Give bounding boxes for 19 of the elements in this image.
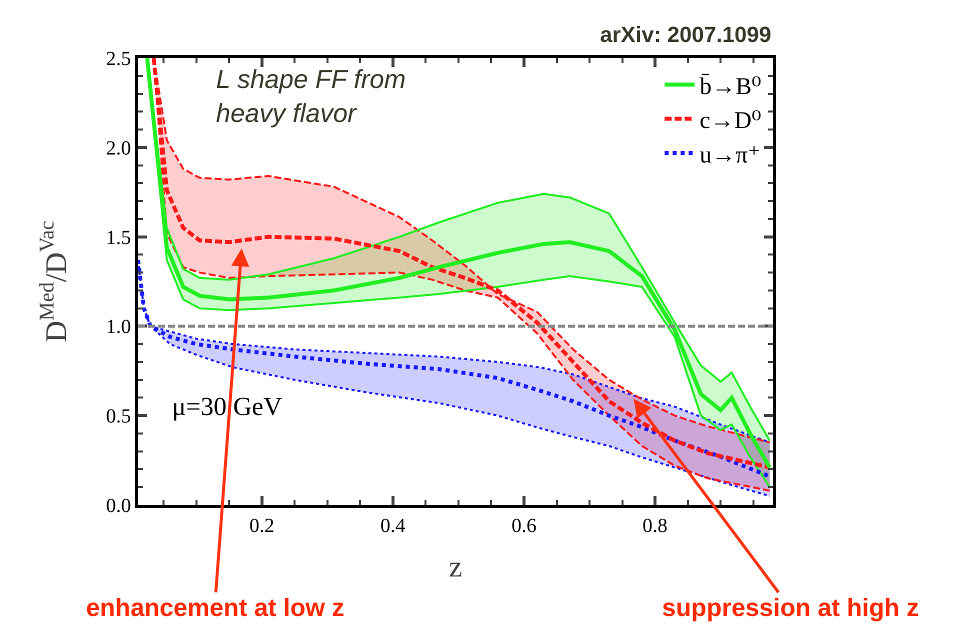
x-tick-label: 0.6 [511,515,536,537]
x-tick-label: 0.2 [249,515,274,537]
y-tick-label: 2.5 [106,48,131,70]
legend-label: u→π⁺ [700,142,760,168]
annotation: μ=30 GeV [172,392,282,421]
annotation: enhancement at low z [86,594,344,622]
annotation: L shape FF from heavy flavor [216,64,406,128]
y-tick-label: 0.0 [106,495,131,517]
y-tick-label: 0.5 [106,406,131,428]
legend-label: b̄→B⁰ [700,74,762,100]
legend-label: c→D⁰ [700,108,762,134]
annotation: suppression at high z [662,594,919,622]
x-tick-label: 0.8 [642,515,668,537]
y-tick-label: 2.0 [106,137,131,160]
y-tick-label: 1.5 [106,226,131,249]
y-tick-label: 1.0 [106,316,131,338]
text: arXiv: 2007.1099 [600,22,772,47]
x-tick-label: 0.4 [380,515,406,537]
x-axis-title: z [448,550,462,584]
